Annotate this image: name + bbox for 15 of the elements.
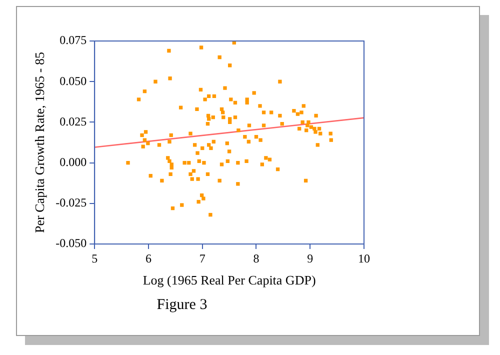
y-tick-label: 0.000 — [60, 154, 87, 169]
caption: Figure 3 — [156, 297, 208, 314]
x-axis-title: Log (1965 Real Per Capita GDP) — [142, 272, 316, 288]
x-tick-label: 8 — [253, 251, 260, 266]
y-tick-label: 0.025 — [60, 114, 87, 128]
x-tick-label: 7 — [199, 251, 206, 266]
x-tick-label: 6 — [145, 251, 152, 266]
y-tick-label: 0.075 — [60, 33, 87, 48]
y-tick-label: -0.050 — [56, 236, 87, 250]
x-tick-label: 5 — [92, 251, 98, 266]
x-tick-label: 9 — [307, 251, 314, 266]
y-tick-label: -0.025 — [56, 196, 87, 210]
y-axis-title: Per Capita Growth Rate, 1965 - 85 — [32, 52, 48, 233]
y-tick-label: 0.050 — [60, 74, 87, 88]
x-tick-label: 10 — [358, 251, 370, 266]
